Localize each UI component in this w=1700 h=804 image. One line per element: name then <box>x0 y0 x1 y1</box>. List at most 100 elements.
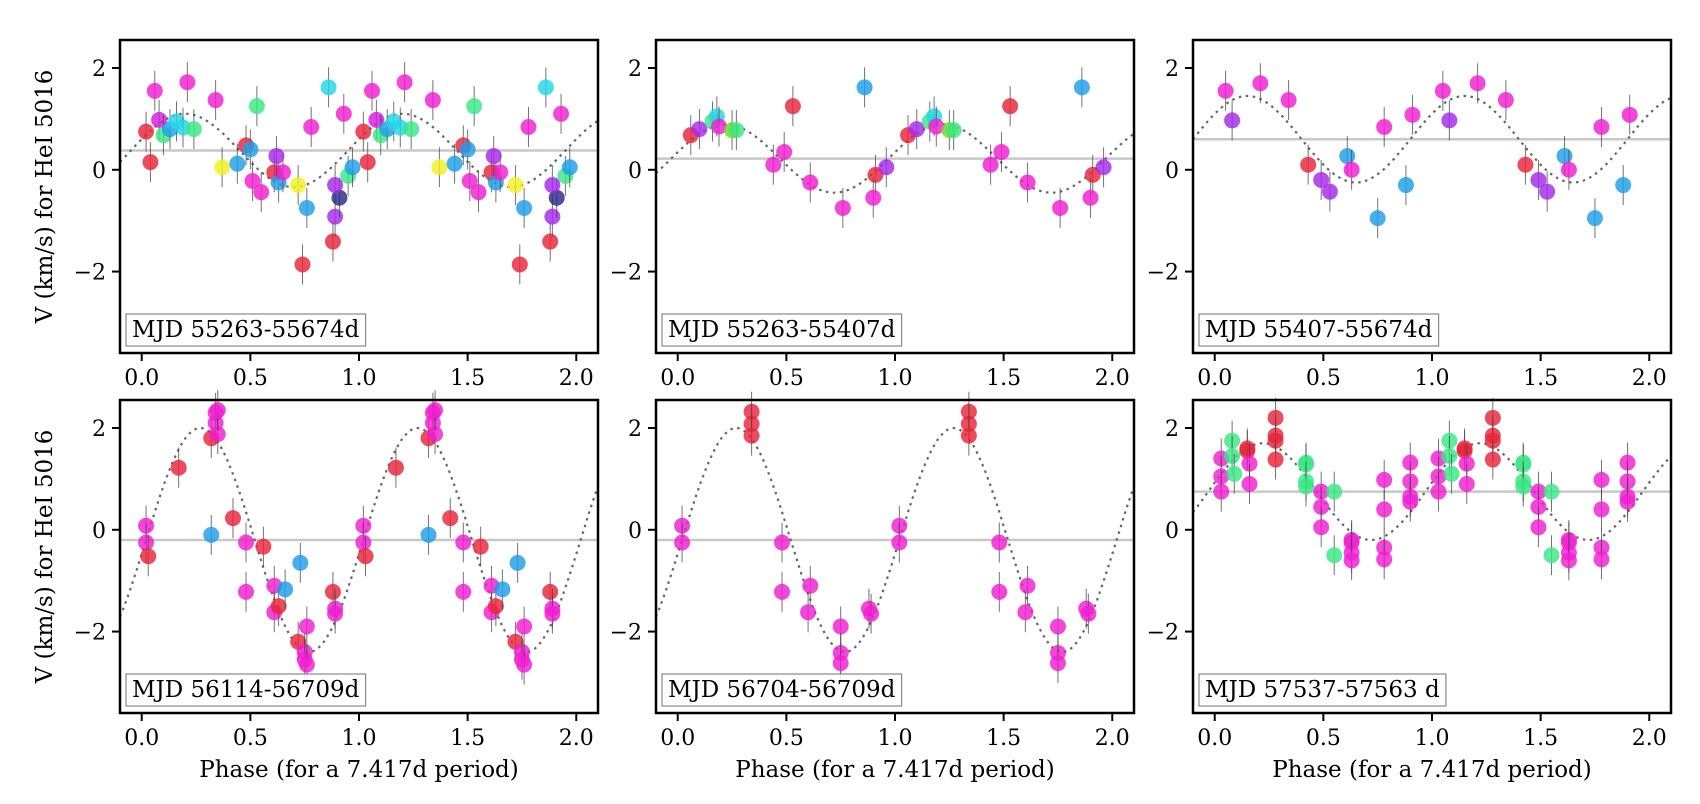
data-point <box>427 426 444 443</box>
data-point <box>1369 210 1386 227</box>
data-point <box>507 177 524 194</box>
data-point <box>364 82 381 99</box>
data-point <box>274 164 291 181</box>
data-point <box>516 199 533 216</box>
data-point <box>327 177 344 194</box>
data-point <box>802 577 819 594</box>
data-point <box>1080 605 1097 622</box>
y-tick-label: −2 <box>610 621 642 646</box>
panel-5: 0.0 0.5 1.0 1.5 2.0 2 0 −2 MJD 56704-56709d Phase… <box>610 391 1136 783</box>
x-tick-label: 2.0 <box>1632 366 1667 391</box>
data-point <box>1441 447 1458 464</box>
data-point <box>327 208 344 225</box>
data-point <box>509 554 526 571</box>
data-point <box>1224 112 1241 129</box>
data-point <box>298 199 315 216</box>
data-point <box>1267 451 1284 468</box>
data-point <box>324 583 341 600</box>
data-point <box>1484 451 1501 468</box>
data-point <box>1593 119 1610 136</box>
x-tick-label: 1.0 <box>878 726 913 751</box>
data-point <box>1517 156 1534 173</box>
data-point <box>1456 440 1473 457</box>
x-tick-label: 1.5 <box>986 726 1021 751</box>
y-tick-label: 0 <box>1165 519 1179 544</box>
x-tick-label: 1.5 <box>1523 726 1558 751</box>
model-curve <box>119 112 599 189</box>
data-point <box>544 177 561 194</box>
data-point <box>982 156 999 173</box>
data-point <box>1376 551 1393 568</box>
data-point <box>544 605 561 622</box>
x-axis-label: Phase (for a 7.417d period) <box>1272 757 1592 783</box>
x-tick-label: 0.5 <box>1306 366 1341 391</box>
data-point <box>238 583 255 600</box>
data-point <box>1241 475 1258 492</box>
y-axis-label: V (km/s) for HeI 5016 <box>32 430 58 685</box>
data-point <box>461 172 478 189</box>
data-point <box>856 79 873 96</box>
data-point <box>1217 82 1234 99</box>
data-point <box>470 184 487 201</box>
data-point <box>863 605 880 622</box>
x-tick-label: 2.0 <box>559 726 594 751</box>
x-tick-label: 0.0 <box>1197 726 1232 751</box>
panel-annotation: MJD 57537-57563 d <box>1205 677 1440 703</box>
data-point <box>459 141 476 158</box>
data-point <box>516 656 533 673</box>
annotation-box <box>125 313 367 347</box>
data-point <box>203 526 220 543</box>
data-point <box>1619 493 1636 510</box>
data-point <box>138 123 155 140</box>
x-tick-label: 0.5 <box>233 726 268 751</box>
x-axis-label: Phase (for a 7.417d period) <box>735 757 1055 783</box>
data-point <box>561 159 578 176</box>
y-tick-label: 2 <box>1165 417 1179 442</box>
data-point <box>832 618 849 635</box>
x-tick-label: 2.0 <box>1095 366 1130 391</box>
data-point <box>1019 577 1036 594</box>
data-point <box>292 554 309 571</box>
data-point <box>1469 75 1486 92</box>
data-point <box>520 119 537 136</box>
data-point <box>1434 82 1451 99</box>
data-point <box>185 121 202 138</box>
x-tick-label: 0.0 <box>124 366 159 391</box>
data-point <box>674 534 691 551</box>
data-point <box>442 510 459 527</box>
data-point <box>1300 156 1317 173</box>
data-point <box>387 459 404 476</box>
data-point <box>834 199 851 216</box>
data-point <box>1049 655 1066 672</box>
y-tick-label: 2 <box>628 57 642 82</box>
data-point <box>1343 552 1360 569</box>
x-tick-label: 1.5 <box>450 726 485 751</box>
data-point <box>1224 447 1241 464</box>
panel-annotation: MJD 55263-55674d <box>132 317 360 343</box>
data-point <box>290 177 307 194</box>
x-tick-label: 0.5 <box>769 726 804 751</box>
data-point <box>1326 483 1343 500</box>
data-point <box>1539 183 1556 200</box>
data-point <box>1049 618 1066 635</box>
data-point <box>244 172 261 189</box>
data-point <box>355 534 372 551</box>
data-point <box>1530 171 1547 188</box>
data-point <box>1280 92 1297 109</box>
x-tick-label: 1.5 <box>450 366 485 391</box>
data-point <box>691 121 708 138</box>
data-point <box>1326 547 1343 564</box>
data-point <box>344 159 361 176</box>
data-point <box>268 148 285 165</box>
data-point <box>355 123 372 140</box>
panel-annotation: MJD 55263-55407d <box>668 317 896 343</box>
data-point <box>728 122 745 139</box>
data-point <box>784 98 801 115</box>
data-point <box>214 159 231 176</box>
data-point <box>1313 519 1330 536</box>
annotation-box <box>661 673 903 707</box>
panel-annotation: MJD 55407-55674d <box>1205 317 1433 343</box>
y-tick-label: 2 <box>92 57 106 82</box>
data-point <box>1458 475 1475 492</box>
data-point <box>396 74 413 91</box>
